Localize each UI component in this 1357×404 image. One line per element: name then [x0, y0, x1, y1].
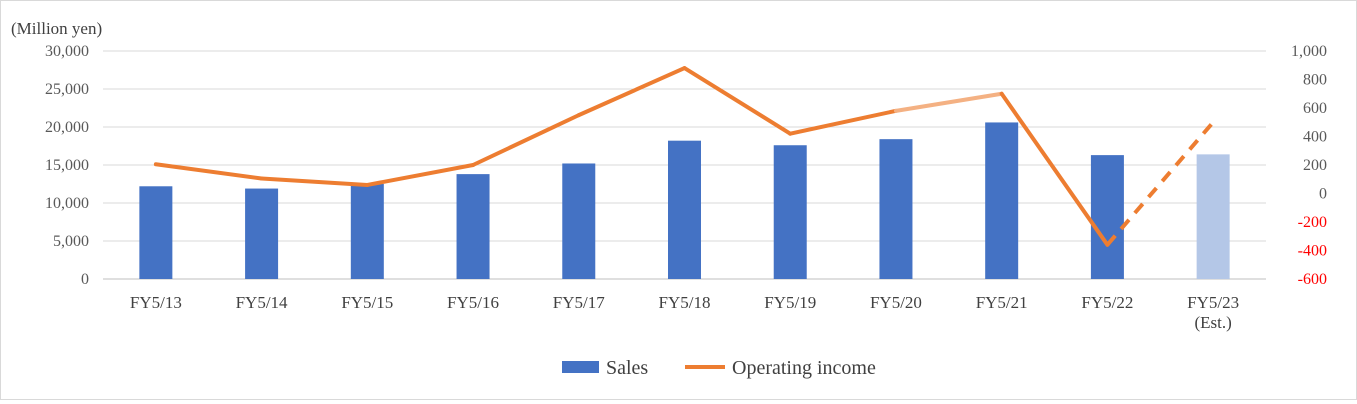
left-tick-label: 30,000: [45, 43, 89, 60]
sales-bar: [456, 174, 490, 279]
category-label: FY5/16: [447, 293, 499, 312]
operating-income-segment: [153, 162, 264, 181]
right-tick-label: 400: [1303, 129, 1327, 146]
category-label: FY5/14: [236, 293, 288, 312]
left-tick-label: 0: [81, 271, 89, 288]
category-label: FY5/17: [553, 293, 605, 312]
category-label: FY5/13: [130, 293, 182, 312]
operating-income-segment-forecast: [1105, 120, 1215, 247]
right-tick-label: 0: [1319, 186, 1327, 203]
operating-income-segment: [999, 91, 1110, 247]
sales-bar: [350, 184, 384, 279]
sales-bar: [139, 186, 173, 279]
sales-bar: [562, 163, 596, 279]
right-tick-label: -400: [1298, 243, 1327, 260]
category-label: FY5/18: [659, 293, 711, 312]
operating-income-segment: [682, 66, 793, 136]
operating-income-line: [153, 66, 1215, 247]
category-label: FY5/20: [870, 293, 922, 312]
legend-label-operating-income: Operating income: [732, 357, 876, 379]
operating-income-segment: [788, 108, 898, 136]
left-tick-label: 10,000: [45, 195, 89, 212]
operating-income-segment: [365, 163, 476, 187]
left-tick-label: 15,000: [45, 157, 89, 174]
legend: Sales Operating income: [562, 357, 876, 379]
sales-bar: [1196, 154, 1230, 279]
category-label: FY5/21: [976, 293, 1028, 312]
sales-bars: [139, 122, 1230, 279]
right-tick-label: -200: [1298, 214, 1327, 231]
category-label: FY5/23: [1187, 293, 1239, 312]
operating-income-segment: [259, 176, 370, 187]
right-tick-label: 800: [1303, 72, 1327, 89]
operating-income-segment: [576, 66, 687, 118]
left-axis-ticks: 0 5,000 10,000 15,000 20,000 25,000 30,000: [45, 43, 89, 288]
right-tick-label: 1,000: [1291, 43, 1327, 60]
sales-bar: [245, 188, 279, 279]
legend-swatch-sales: [562, 361, 599, 373]
operating-income-segment: [893, 91, 1004, 113]
sales-bar: [668, 140, 701, 279]
category-axis-labels: FY5/13 FY5/14 FY5/15 FY5/16 FY5/17 FY5/18 FY5/…: [130, 293, 1239, 332]
right-tick-label: -600: [1298, 271, 1327, 288]
sales-bar: [879, 139, 913, 279]
right-axis-ticks: -600 -400 -200 0 200 400 600 800 1,000: [1291, 43, 1327, 288]
left-tick-label: 20,000: [45, 119, 89, 136]
legend-label-sales: Sales: [606, 357, 648, 379]
left-tick-label: 5,000: [53, 233, 89, 250]
right-tick-label: 600: [1303, 100, 1327, 117]
sales-bar: [773, 145, 807, 279]
category-label: FY5/15: [341, 293, 393, 312]
left-tick-label: 25,000: [45, 81, 89, 98]
category-label: FY5/22: [1081, 293, 1133, 312]
sales-bar: [985, 122, 1019, 279]
sales-bar: [1090, 155, 1124, 279]
category-label: (Est.): [1194, 313, 1231, 332]
right-tick-label: 200: [1303, 157, 1327, 174]
unit-label: (Million yen): [11, 19, 102, 38]
operating-income-segment: [471, 113, 581, 167]
category-label: FY5/19: [764, 293, 816, 312]
